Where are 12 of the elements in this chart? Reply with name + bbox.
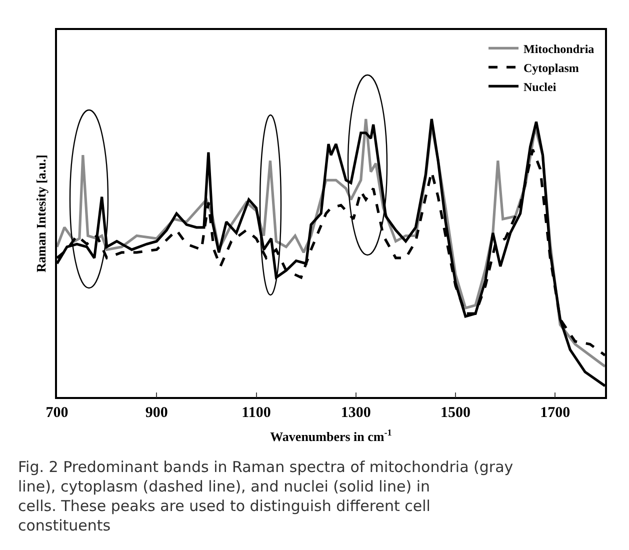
legend-label: Mitochondria [524,42,594,56]
x-tick-label: 1100 [242,404,271,421]
x-tick-label: 900 [145,404,168,421]
y-axis-title: Raman Intesity [a.u.] [34,154,49,272]
x-tick-label: 1500 [440,404,471,421]
x-axis-title: Wavenumbers in cm$^{-1}$ [270,427,392,444]
legend-label: Cytoplasm [524,60,579,75]
x-tick-label: 1300 [340,404,371,421]
x-tick-label: 1700 [540,404,570,421]
caption: Fig. 2 Predominant bands in Raman spectra of mitochondria (gray line), cytoplasm (dashed line), and nuclei (solid line) in cells. These peaks are used to distinguish different cell constituents [18,458,514,534]
legend-label: Nuclei [524,80,557,94]
x-tick-label: 700 [46,404,68,421]
